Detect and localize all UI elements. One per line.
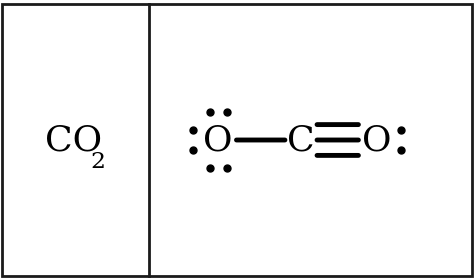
Text: O: O: [203, 123, 233, 157]
Text: 2: 2: [91, 151, 106, 173]
Text: O: O: [362, 123, 392, 157]
Text: CO: CO: [45, 123, 102, 157]
FancyBboxPatch shape: [2, 4, 472, 276]
Text: C: C: [287, 123, 315, 157]
